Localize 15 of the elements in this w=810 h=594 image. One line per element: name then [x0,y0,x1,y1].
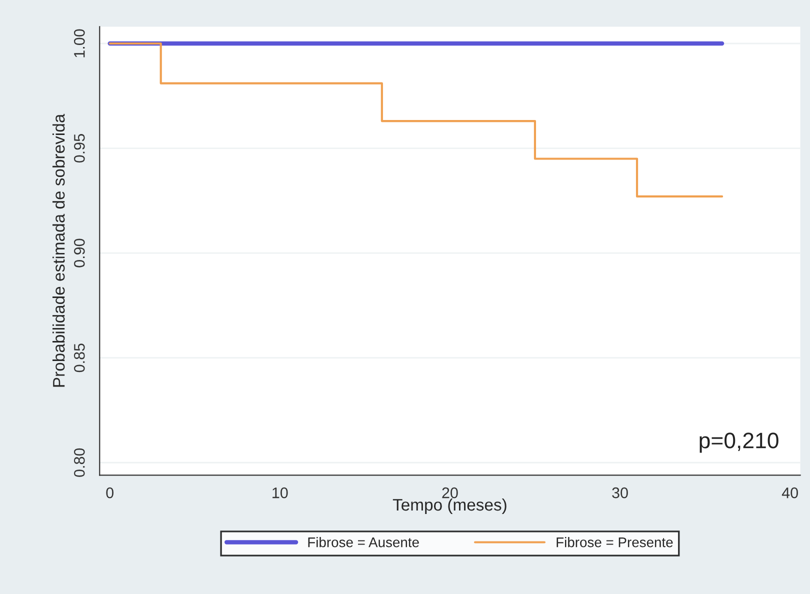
y-tick-label: 0.95 [74,134,85,163]
x-tick-label: 40 [782,487,798,498]
x-tick-label: 10 [272,487,288,498]
x-axis-title: Tempo (meses) [392,498,506,514]
annotation: p=0,210 [700,432,778,453]
y-axis-title: Probabilidade estimada de sobrevida [52,114,65,387]
y-tick-label: 1.00 [74,29,85,58]
legend-label: Fibrose = Ausente [308,537,419,548]
y-tick-label: 0.90 [74,238,85,268]
legend-label: Fibrose = Presente [556,537,673,548]
x-tick-label: 30 [612,487,628,498]
y-tick-label: 0.80 [74,448,85,477]
y-tick-label: 0.85 [74,344,85,372]
x-tick-label: 20 [442,487,458,498]
x-tick-label: 0 [106,487,114,498]
